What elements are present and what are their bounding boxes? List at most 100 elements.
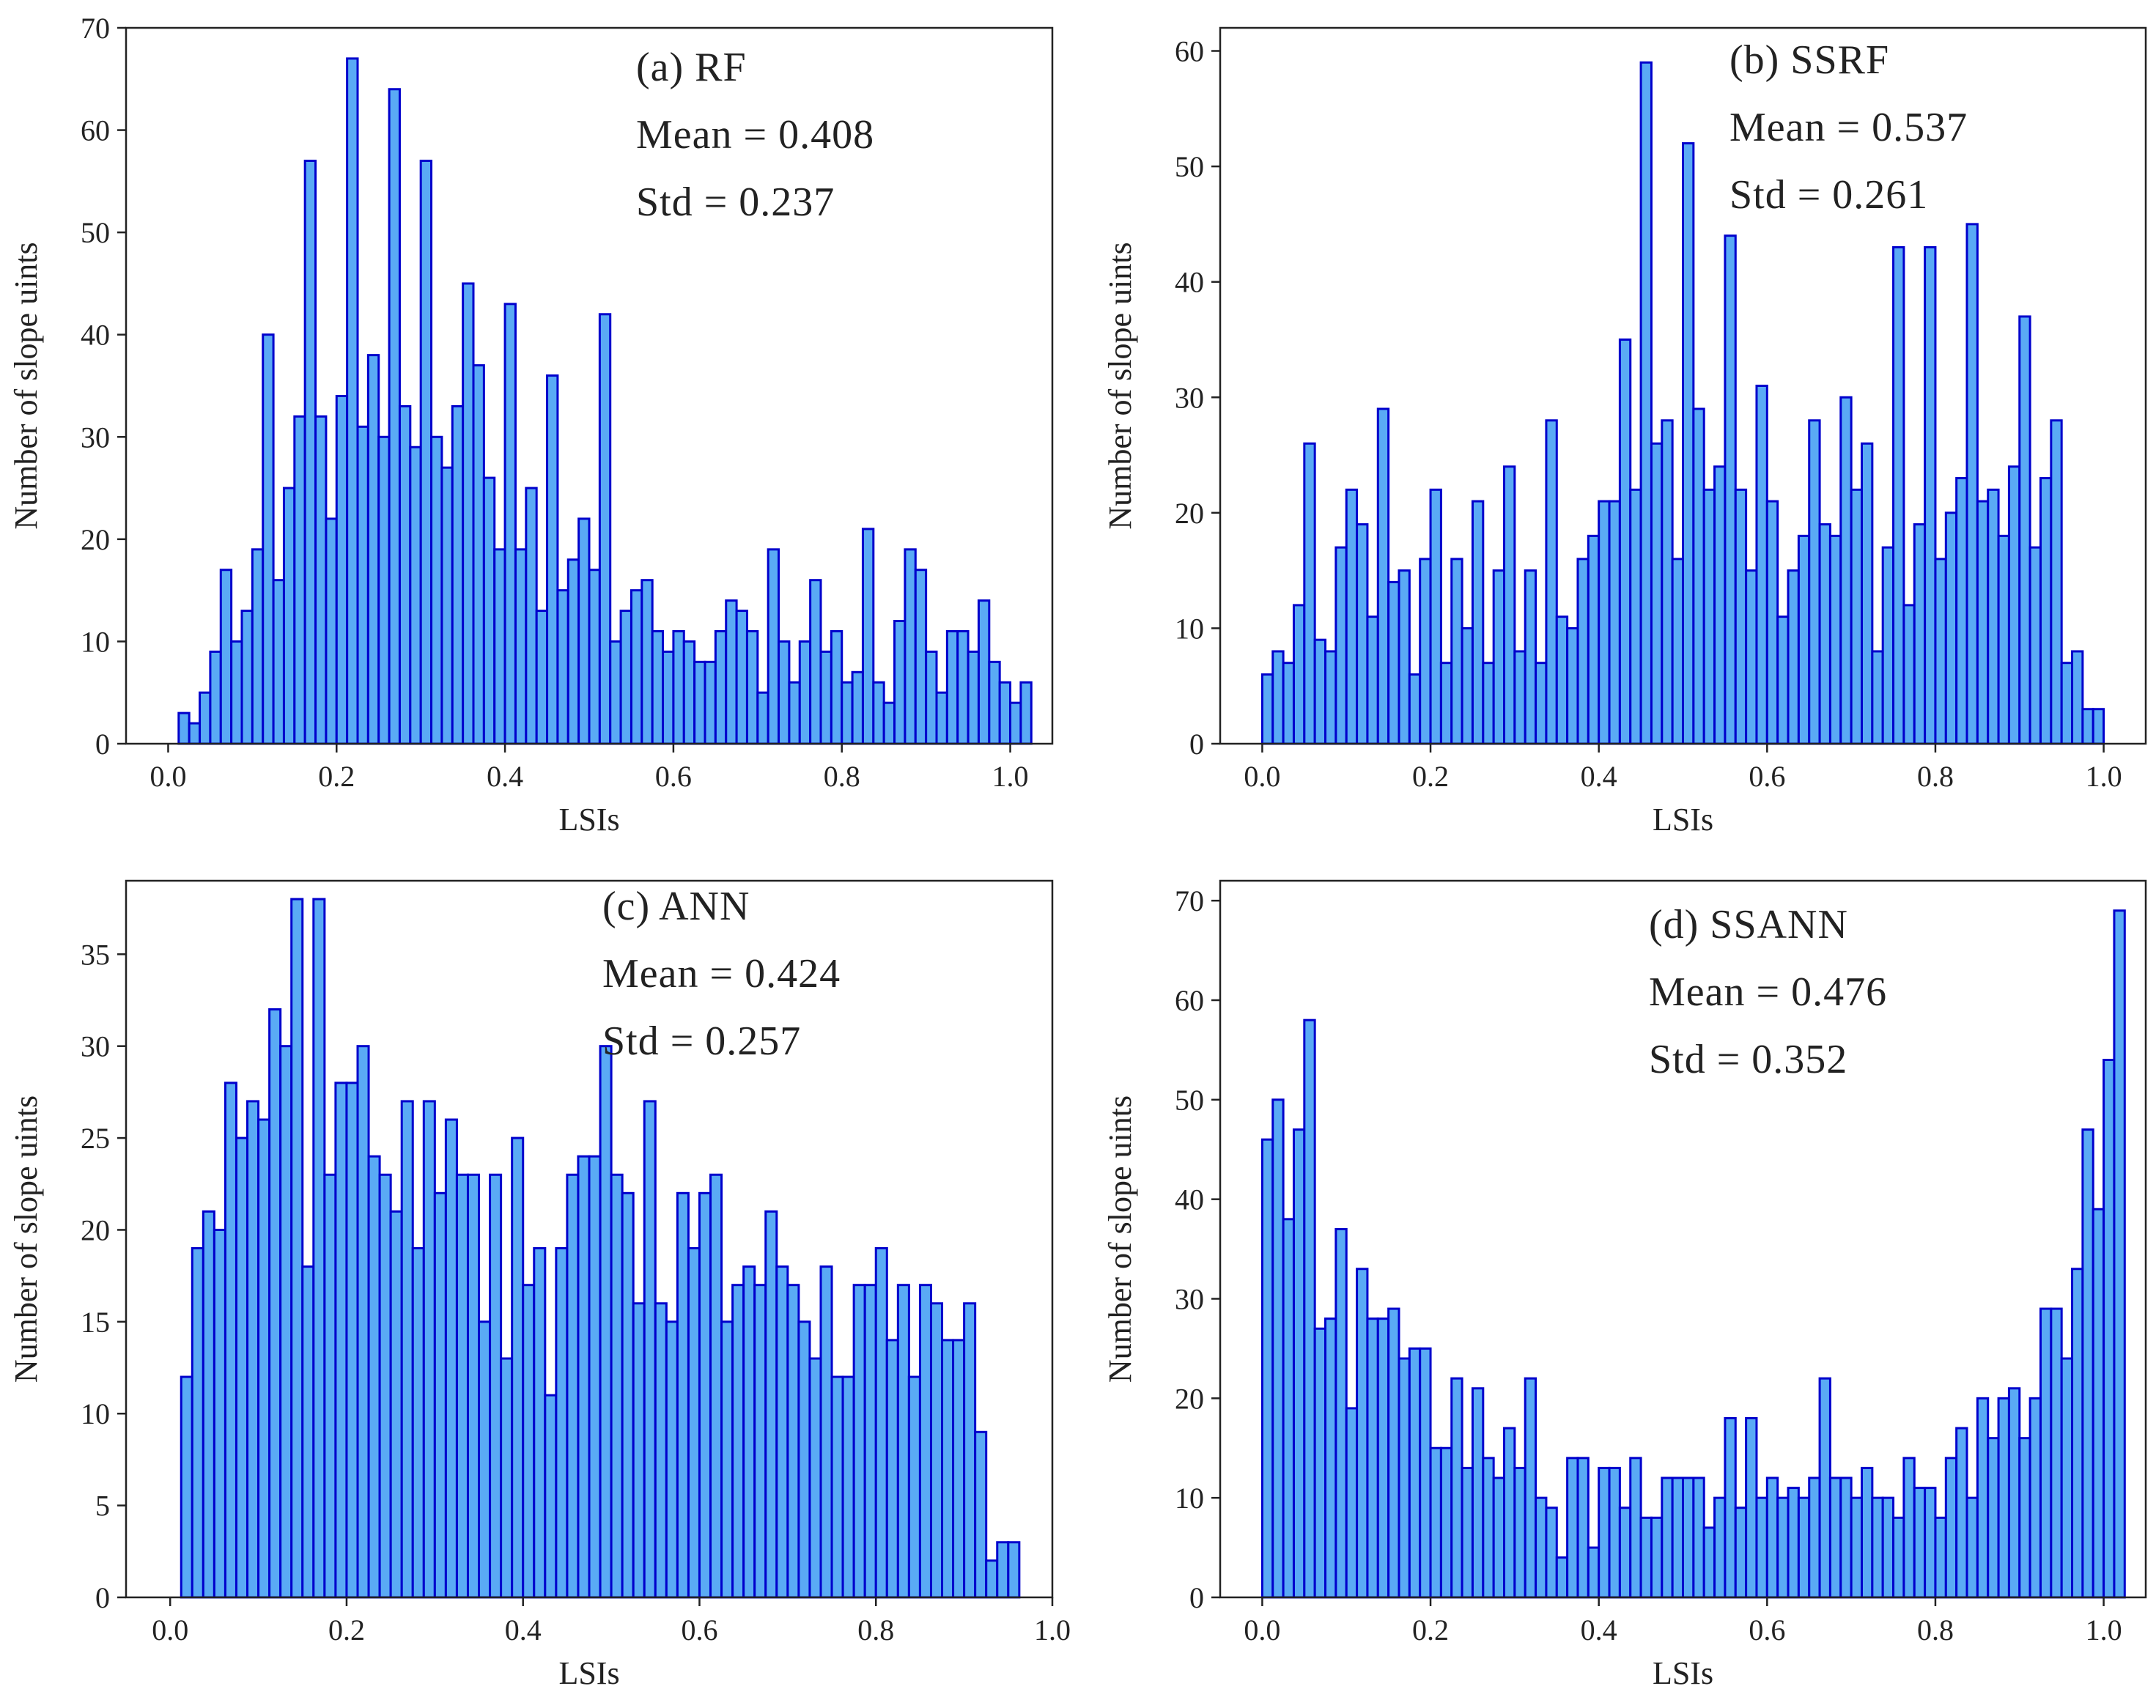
histogram-bar [566,1173,580,1599]
histogram-bar [1387,580,1400,745]
histogram-bar [1944,511,1958,745]
histogram-bar [1997,534,2010,745]
histogram-bar [366,354,380,745]
histogram-bar [1924,1487,1937,1599]
histogram-bar [1629,488,1642,745]
histogram-bar [1629,1457,1642,1599]
histogram-bar [257,1118,271,1599]
histogram-bar [775,1265,789,1599]
panel-label: (a) RF [636,45,747,90]
histogram-bar [1997,1397,2010,1599]
y-tick-label: 30 [1175,381,1204,414]
histogram-bar [2028,546,2042,745]
histogram-bar [345,1082,359,1599]
y-tick-label: 30 [81,421,110,454]
histogram-bar [314,415,328,745]
histogram-bar [2018,1437,2031,1599]
histogram-bar [852,1284,866,1599]
histogram-bar [346,57,359,745]
histogram-bar [377,435,391,745]
histogram-bar [1471,500,1485,745]
histogram-bar [918,1284,932,1599]
histogram-bar [2007,465,2021,745]
histogram-bar [1439,662,1453,745]
histogram-bar [1461,626,1474,745]
histogram-bar [535,610,549,745]
axes-frame [125,26,1054,745]
y-tick-label: 15 [81,1306,110,1339]
histogram-bar [1682,142,1695,745]
std-annotation: Std = 0.352 [1649,1037,1847,1082]
histogram-bar [1282,662,1295,745]
y-tick-label: 30 [81,1030,110,1063]
x-tick-label: 0.8 [824,760,860,793]
histogram-bar [1598,1466,1611,1599]
histogram-bar [808,1357,822,1599]
histogram-bar [809,579,822,745]
histogram-bar [630,589,643,745]
axes-frame [1219,879,2147,1599]
histogram-bar [1892,1516,1905,1599]
histogram-bar [356,425,369,745]
x-tick-label: 0.4 [1581,1613,1617,1646]
histogram-bar [882,701,896,745]
histogram-bar [1639,1516,1653,1599]
histogram-bar [1292,604,1306,745]
histogram-bar [1881,546,1895,745]
y-tick-label: 40 [81,319,110,352]
histogram-bar [998,681,1012,745]
y-tick-label: 20 [1175,1382,1204,1415]
x-tick-label: 0.6 [681,1613,717,1646]
histogram-bar [1503,465,1516,745]
bars-c [180,898,1021,1599]
histogram-bar [1376,1317,1390,1599]
histogram-bar [786,1284,800,1599]
histogram-bar [400,1100,414,1599]
histogram-bar [1019,681,1033,745]
histogram-bar [1913,523,1927,745]
histogram-bar [230,640,243,745]
histogram-bar [1797,1496,1811,1599]
histogram-bar [1429,488,1442,745]
histogram-bar [1376,407,1390,745]
histogram-bar [756,691,769,745]
histogram-bar [213,1228,226,1599]
y-tick-label: 10 [1175,1482,1204,1515]
histogram-bar [893,620,907,745]
histogram-bar [1271,650,1285,745]
histogram-bar [444,1118,458,1599]
histogram-bar [1303,1018,1316,1599]
histogram-bar [1902,604,1916,745]
histogram-bar [1419,1347,1432,1599]
histogram-bar [389,1210,403,1599]
bars-a [177,57,1033,745]
y-axis-title: Number of slope uints [8,1095,44,1383]
histogram-bar [1598,500,1611,745]
y-tick-label: 50 [1175,1084,1204,1117]
x-tick-label: 0.0 [1244,760,1280,793]
histogram-bar [334,1082,348,1599]
histogram-bar [693,660,706,745]
histogram-bar [455,1173,469,1599]
histogram-bar [462,282,475,745]
histogram-bar [511,1136,525,1599]
histogram-bar [1650,442,1664,745]
histogram-bar [1734,488,1748,745]
histogram-bar [503,303,517,745]
histogram-bar [1650,1516,1664,1599]
histogram-bar [544,1394,558,1599]
histogram-bar [830,629,843,745]
histogram-bar [1724,234,1737,745]
histogram-bar [698,1191,712,1599]
histogram-bar [272,579,285,745]
axes-frame [125,879,1054,1599]
histogram-bar [251,548,265,745]
histogram-bar [2092,1208,2105,1599]
histogram-bar [1776,1496,1790,1599]
histogram-bar [202,1210,215,1599]
histogram-bar [1408,673,1422,745]
x-tick-label: 0.4 [1581,760,1617,793]
histogram-bar [687,1247,701,1599]
histogram-bar [1618,338,1632,745]
histogram-bar [1282,1218,1295,1599]
